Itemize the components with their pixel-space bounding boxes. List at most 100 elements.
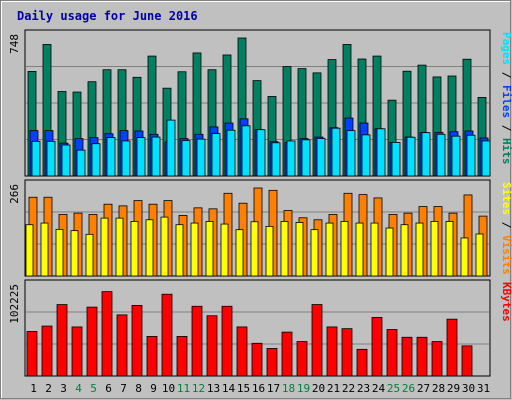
bar-sites-15 xyxy=(235,229,244,277)
bar-pages-18 xyxy=(286,140,296,177)
x-tick-label-19: 19 xyxy=(297,382,310,395)
x-tick-label-6: 6 xyxy=(105,382,112,395)
bar-sites-9 xyxy=(145,219,154,277)
bar-kbytes-25 xyxy=(386,329,398,377)
bar-sites-14 xyxy=(220,223,229,277)
bar-pages-2 xyxy=(46,140,56,177)
x-tick-label-29: 29 xyxy=(447,382,460,395)
bar-pages-4 xyxy=(76,149,86,177)
x-tick-label-9: 9 xyxy=(150,382,157,395)
bar-kbytes-11 xyxy=(176,336,188,377)
bar-pages-22 xyxy=(346,130,356,177)
bar-pages-9 xyxy=(151,136,161,177)
bar-kbytes-14 xyxy=(221,305,233,377)
bar-sites-20 xyxy=(310,229,319,277)
legend-item-kbytes: KBytes xyxy=(500,282,512,322)
legend-item-sites: Sites xyxy=(500,182,512,215)
bar-sites-10 xyxy=(160,216,169,277)
bar-sites-28 xyxy=(430,221,439,277)
x-tick-label-17: 17 xyxy=(267,382,280,395)
x-tick-label-10: 10 xyxy=(162,382,175,395)
bar-sites-2 xyxy=(40,222,49,277)
bar-kbytes-16 xyxy=(251,342,263,377)
bar-pages-29 xyxy=(451,135,461,177)
x-tick-label-23: 23 xyxy=(357,382,370,395)
x-tick-label-18: 18 xyxy=(282,382,295,395)
legend-item-visits: Visits xyxy=(500,235,512,275)
bar-kbytes-22 xyxy=(341,328,353,377)
bar-sites-21 xyxy=(325,222,334,277)
bar-sites-16 xyxy=(250,221,259,277)
x-tick-label-22: 22 xyxy=(342,382,355,395)
bar-sites-27 xyxy=(415,222,424,277)
bar-pages-5 xyxy=(91,143,101,177)
bar-sites-18 xyxy=(280,221,289,277)
x-tick-label-2: 2 xyxy=(45,382,52,395)
bar-pages-23 xyxy=(361,134,371,177)
legend-item-hits: Hits xyxy=(500,138,512,165)
x-tick-label-11: 11 xyxy=(177,382,190,395)
x-tick-label-7: 7 xyxy=(120,382,127,395)
y-tick-labels: 748 266 102225 xyxy=(8,34,21,324)
bar-pages-21 xyxy=(331,127,341,177)
bar-sites-5 xyxy=(85,233,94,277)
bars-layer xyxy=(25,37,491,377)
bar-kbytes-20 xyxy=(311,304,323,377)
bar-pages-25 xyxy=(391,142,401,177)
bar-sites-3 xyxy=(55,228,64,277)
legend-visits-sites: Sites / Visits xyxy=(500,182,512,275)
bar-sites-11 xyxy=(175,224,184,277)
bar-sites-30 xyxy=(460,237,469,277)
bar-kbytes-19 xyxy=(296,341,308,377)
x-tick-label-26: 26 xyxy=(402,382,415,395)
bar-kbytes-9 xyxy=(146,336,158,377)
x-tick-label-5: 5 xyxy=(90,382,97,395)
bar-pages-24 xyxy=(376,128,386,177)
legend-item-files: Files xyxy=(500,85,512,118)
bar-kbytes-6 xyxy=(101,291,113,377)
bar-pages-13 xyxy=(211,133,221,177)
bar-kbytes-26 xyxy=(401,336,413,377)
x-tick-label-21: 21 xyxy=(327,382,340,395)
bar-sites-22 xyxy=(340,221,349,277)
x-tick-label-14: 14 xyxy=(222,382,236,395)
bar-kbytes-4 xyxy=(71,326,83,377)
x-tick-label-20: 20 xyxy=(312,382,325,395)
bar-sites-13 xyxy=(205,221,214,277)
bar-sites-25 xyxy=(385,227,394,277)
x-tick-label-8: 8 xyxy=(135,382,142,395)
bar-kbytes-7 xyxy=(116,314,128,377)
x-tick-label-25: 25 xyxy=(387,382,400,395)
chart-title: Daily usage for June 2016 xyxy=(17,9,198,23)
bar-sites-4 xyxy=(70,230,79,277)
y-max-label-visits-sites: 266 xyxy=(8,184,21,204)
legend-kbytes: KBytes xyxy=(500,282,512,322)
bar-pages-16 xyxy=(256,129,266,177)
bar-pages-27 xyxy=(421,132,431,177)
bar-kbytes-24 xyxy=(371,317,383,377)
bar-sites-7 xyxy=(115,217,124,277)
bar-kbytes-28 xyxy=(431,341,443,377)
x-tick-labels: 1 2 3 4 5 6 7 8 9 10 11 12 13 14 15 16 17 18 19 20 21 22 23 24 2… xyxy=(30,382,490,395)
legend-separator: / xyxy=(500,118,512,138)
x-tick-label-16: 16 xyxy=(252,382,265,395)
x-tick-label-24: 24 xyxy=(372,382,386,395)
bar-sites-1 xyxy=(25,224,34,277)
bar-kbytes-8 xyxy=(131,305,143,377)
bar-pages-1 xyxy=(31,140,41,177)
bar-sites-6 xyxy=(100,217,109,277)
bar-kbytes-13 xyxy=(206,315,218,377)
bar-pages-12 xyxy=(196,138,206,177)
x-tick-label-28: 28 xyxy=(432,382,445,395)
legend-hits-files-pages: Pages / Files / Hits xyxy=(500,32,512,165)
bar-kbytes-10 xyxy=(161,293,173,377)
bar-sites-26 xyxy=(400,224,409,277)
bar-kbytes-21 xyxy=(326,326,338,377)
legend-item-pages: Pages xyxy=(500,32,512,65)
panel-legends: Pages / Files / Hits Sites / Visits KBytes xyxy=(500,32,512,322)
bar-kbytes-30 xyxy=(461,345,473,377)
bar-pages-8 xyxy=(136,137,146,177)
bar-pages-6 xyxy=(106,137,116,177)
